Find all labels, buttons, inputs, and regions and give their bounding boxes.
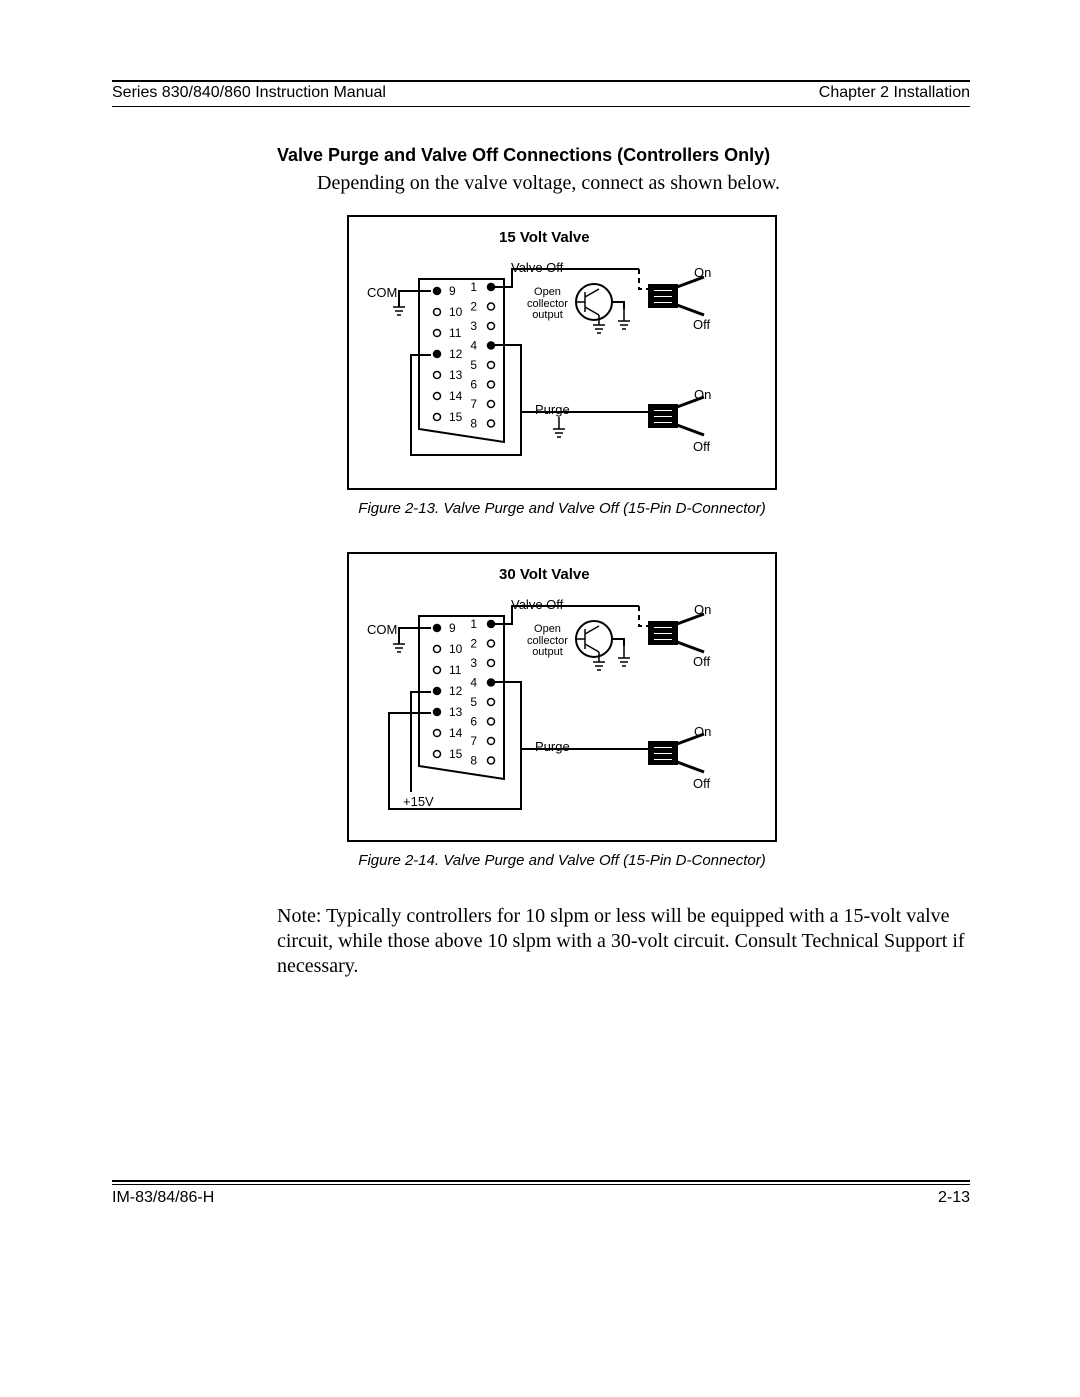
footer-left: IM-83/84/86-H [112,1189,214,1207]
header-right: Chapter 2 Installation [819,84,970,102]
svg-text:9: 9 [449,284,456,298]
fig13-on-2: On [694,387,711,402]
svg-text:2: 2 [470,637,477,651]
svg-text:15: 15 [449,410,463,424]
intro-text: Depending on the valve voltage, connect … [277,172,970,195]
svg-text:15: 15 [449,747,463,761]
svg-text:10: 10 [449,642,463,656]
svg-text:8: 8 [470,754,477,768]
fig14-title: 30 Volt Valve [499,566,590,583]
svg-text:6: 6 [470,715,477,729]
figure-13-caption: Figure 2-13. Valve Purge and Valve Off (… [347,500,777,517]
figure-14-caption: Figure 2-14. Valve Purge and Valve Off (… [347,852,777,869]
fig14-on-1: On [694,602,711,617]
fig14-off-2: Off [693,776,710,791]
fig13-svg: 9101112131415 12345678 [349,217,775,488]
footer-rule-top [112,1180,970,1182]
fig14-com-label: COM [367,622,397,637]
svg-text:6: 6 [470,378,477,392]
note-text: Note: Typically controllers for 10 slpm … [277,904,970,979]
svg-text:5: 5 [470,695,477,709]
svg-text:13: 13 [449,705,463,719]
figure-13-box: 15 Volt Valve Valve Off COM Opencollecto… [347,215,777,490]
fig13-off-1: Off [693,317,710,332]
header-left: Series 830/840/860 Instruction Manual [112,84,386,102]
section-title: Valve Purge and Valve Off Connections (C… [277,145,970,166]
fig14-purge-label: Purge [535,739,570,754]
fig13-purge-label: Purge [535,402,570,417]
footer-right: 2-13 [938,1189,970,1207]
svg-text:3: 3 [470,319,477,333]
fig13-title: 15 Volt Valve [499,229,590,246]
svg-text:12: 12 [449,347,463,361]
svg-text:1: 1 [470,280,477,294]
fig14-open-collector-label: Opencollectoroutput [527,624,568,659]
svg-text:14: 14 [449,389,463,403]
figure-14-box: 30 Volt Valve Valve Off COM Opencollecto… [347,552,777,842]
svg-text:7: 7 [470,397,477,411]
fig13-open-collector-label: Opencollectoroutput [527,287,568,322]
fig13-on-1: On [694,265,711,280]
svg-text:4: 4 [470,339,477,353]
svg-text:14: 14 [449,726,463,740]
fig13-com-label: COM [367,285,397,300]
svg-text:4: 4 [470,676,477,690]
header-rule-top [112,80,970,82]
svg-text:9: 9 [449,621,456,635]
fig14-plus15v-label: +15V [403,794,434,809]
fig14-on-2: On [694,724,711,739]
fig13-off-2: Off [693,439,710,454]
svg-text:12: 12 [449,684,463,698]
svg-text:5: 5 [470,358,477,372]
svg-text:10: 10 [449,305,463,319]
svg-text:8: 8 [470,417,477,431]
fig14-valve-off-label: Valve Off [511,597,563,612]
svg-text:7: 7 [470,734,477,748]
fig13-valve-off-label: Valve Off [511,260,563,275]
svg-text:3: 3 [470,656,477,670]
svg-text:1: 1 [470,617,477,631]
fig14-off-1: Off [693,654,710,669]
svg-text:13: 13 [449,368,463,382]
svg-text:11: 11 [449,326,462,340]
svg-text:2: 2 [470,300,477,314]
svg-text:11: 11 [449,663,462,677]
header-rule-bottom [112,106,970,107]
